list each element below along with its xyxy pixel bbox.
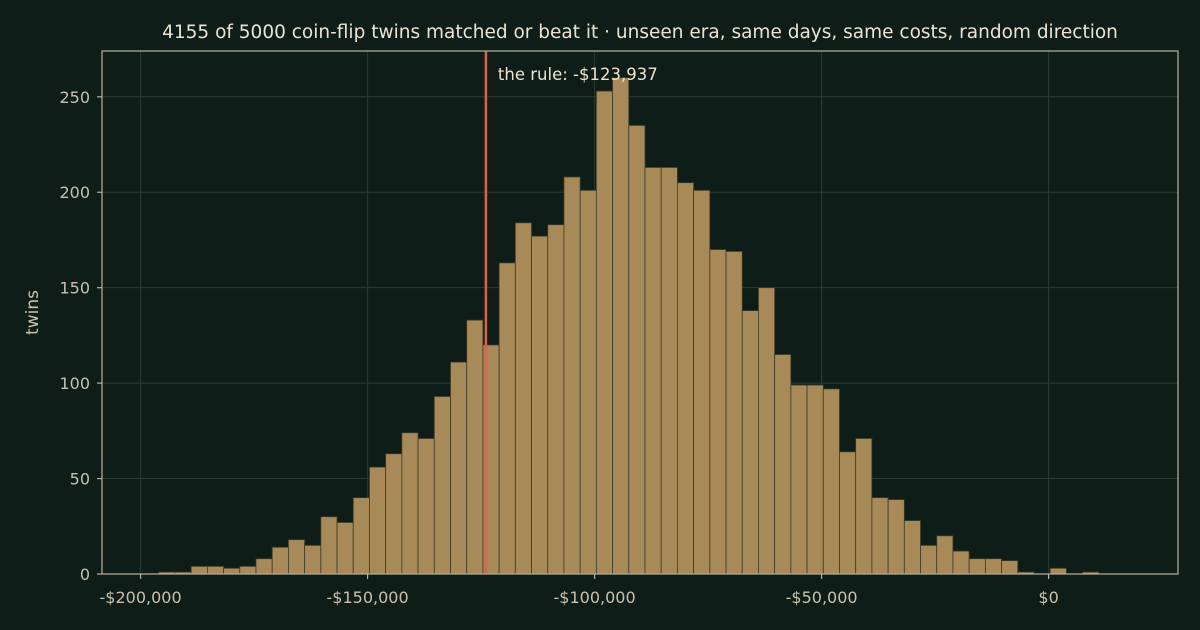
histogram-bar	[790, 384, 808, 575]
histogram-bar	[320, 516, 338, 575]
y-tick-label: 150	[59, 279, 90, 298]
histogram-bar	[612, 77, 630, 575]
histogram-bar	[352, 497, 370, 575]
histogram-bar	[660, 167, 678, 575]
histogram-bar	[466, 319, 484, 575]
x-tick-label: -$150,000	[327, 588, 409, 607]
plot-frame	[101, 50, 1179, 575]
histogram-bar	[741, 310, 759, 575]
chart-title: 4155 of 5000 coin-flip twins matched or …	[162, 22, 1118, 43]
histogram-bar	[190, 565, 208, 575]
histogram-bar	[644, 167, 662, 575]
histogram-bar	[595, 90, 613, 575]
histogram-bar	[563, 176, 581, 575]
histogram-bar	[271, 546, 289, 575]
histogram-bar	[725, 251, 743, 575]
histogram-bar	[1049, 567, 1067, 575]
y-tick-label: 0	[80, 565, 90, 584]
histogram-bar	[855, 438, 873, 575]
histogram-bar	[206, 565, 224, 575]
histogram-bar	[936, 535, 954, 575]
y-tick-label: 250	[59, 88, 90, 107]
histogram-bar	[239, 565, 257, 575]
histogram-bar	[223, 567, 241, 575]
histogram-bar	[579, 189, 597, 575]
histogram-bar	[952, 550, 970, 575]
y-axis-label: twins	[23, 290, 43, 335]
histogram-bar	[385, 453, 403, 575]
histogram-bar	[903, 520, 921, 575]
histogram-bar	[920, 544, 938, 575]
histogram-bar	[887, 499, 905, 575]
histogram-bar	[984, 558, 1002, 575]
y-axis-ticks: 0 50 100 150 200 250	[59, 88, 102, 584]
x-axis-ticks: -$200,000 -$150,000 -$100,000 -$50,000 $0	[100, 574, 1059, 607]
histogram-bar	[774, 354, 792, 575]
histogram-bar	[433, 396, 451, 575]
histogram-bar	[547, 224, 565, 575]
histogram-bar	[839, 451, 857, 575]
histogram-bar	[1001, 560, 1019, 575]
histogram-bar	[336, 522, 354, 575]
histogram-bar	[628, 125, 646, 575]
histogram-bar	[401, 432, 419, 575]
histogram-bar	[758, 287, 776, 575]
histogram-bar	[693, 189, 711, 575]
y-tick-label: 100	[59, 374, 90, 393]
histogram-bar	[304, 544, 322, 575]
histogram-bar	[677, 182, 695, 575]
x-tick-label: -$200,000	[100, 588, 182, 607]
histogram-bar	[709, 249, 727, 575]
histogram-bar	[514, 222, 532, 575]
y-tick-label: 50	[70, 470, 90, 489]
x-tick-label: -$100,000	[554, 588, 636, 607]
histogram-bar	[417, 438, 435, 575]
histogram-bar	[822, 388, 840, 575]
histogram-bar	[806, 384, 824, 575]
x-tick-label: -$50,000	[786, 588, 858, 607]
reference-line-label: the rule: -$123,937	[498, 65, 658, 84]
histogram-bar	[498, 262, 516, 575]
histogram-bar	[531, 235, 549, 575]
histogram-bar	[255, 558, 273, 575]
y-tick-label: 200	[59, 183, 90, 202]
histogram-bar	[288, 539, 306, 575]
histogram-bar	[871, 497, 889, 575]
histogram-bar	[369, 466, 387, 575]
x-tick-label: $0	[1038, 588, 1058, 607]
histogram-bar	[450, 361, 468, 575]
histogram-bar	[968, 558, 986, 575]
